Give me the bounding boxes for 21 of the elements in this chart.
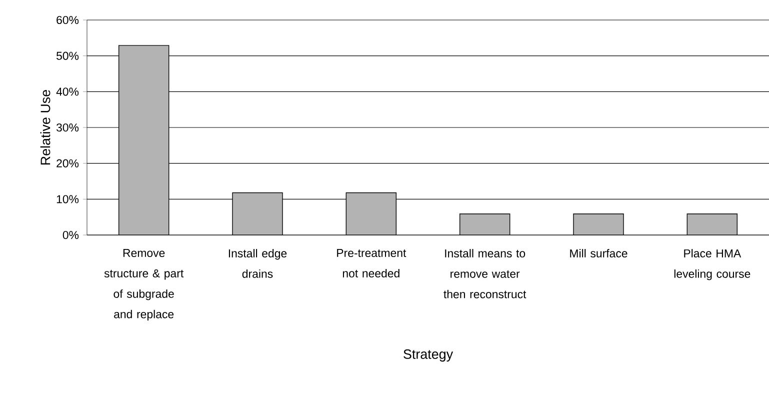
bar xyxy=(346,192,397,235)
bar xyxy=(232,192,283,235)
x-tick-label: Install edge drains xyxy=(228,249,287,278)
x-tick-label: Install means to remove water then reconstruct xyxy=(444,249,526,298)
y-tick-label: 0% xyxy=(62,230,79,240)
x-tick-label: Pre-treatment not needed xyxy=(337,249,406,278)
x-tick-label: Place HMA leveling course xyxy=(674,249,750,280)
x-tick-label: Mill surface xyxy=(570,249,628,258)
y-tick-label: 10% xyxy=(56,195,79,204)
x-tick-label: Remove structure & part of subgrade and replace xyxy=(104,249,184,321)
y-tick-label: 40% xyxy=(56,88,79,96)
y-tick-label: 60% xyxy=(56,16,79,24)
bar xyxy=(686,214,738,235)
y-tick-label: 30% xyxy=(56,123,79,132)
bar xyxy=(573,214,624,235)
y-tick-label: 20% xyxy=(56,159,79,168)
y-tick-label: 50% xyxy=(56,52,79,60)
bar xyxy=(459,214,510,235)
bar xyxy=(118,45,170,235)
x-axis-title: Strategy xyxy=(404,349,454,362)
y-axis-title: Relative Use xyxy=(40,90,50,165)
